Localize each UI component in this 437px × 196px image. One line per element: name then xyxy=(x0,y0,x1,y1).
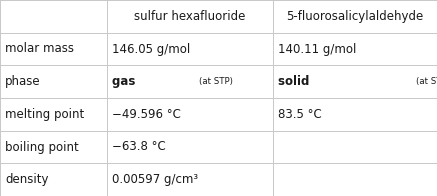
Text: (at STP): (at STP) xyxy=(199,77,233,86)
Text: −63.8 °C: −63.8 °C xyxy=(112,141,166,153)
Text: −49.596 °C: −49.596 °C xyxy=(112,108,181,121)
Text: 0.00597 g/cm³: 0.00597 g/cm³ xyxy=(112,173,198,186)
Text: 5-fluorosalicylaldehyde: 5-fluorosalicylaldehyde xyxy=(286,10,424,23)
Text: sulfur hexafluoride: sulfur hexafluoride xyxy=(135,10,246,23)
Text: phase: phase xyxy=(5,75,41,88)
Text: boiling point: boiling point xyxy=(5,141,79,153)
Text: molar mass: molar mass xyxy=(5,43,74,55)
Text: 140.11 g/mol: 140.11 g/mol xyxy=(278,43,357,55)
Text: 83.5 °C: 83.5 °C xyxy=(278,108,322,121)
Text: density: density xyxy=(5,173,49,186)
Text: solid: solid xyxy=(278,75,318,88)
Text: gas: gas xyxy=(112,75,144,88)
Text: melting point: melting point xyxy=(5,108,84,121)
Text: (at STP): (at STP) xyxy=(416,77,437,86)
Text: 146.05 g/mol: 146.05 g/mol xyxy=(112,43,191,55)
